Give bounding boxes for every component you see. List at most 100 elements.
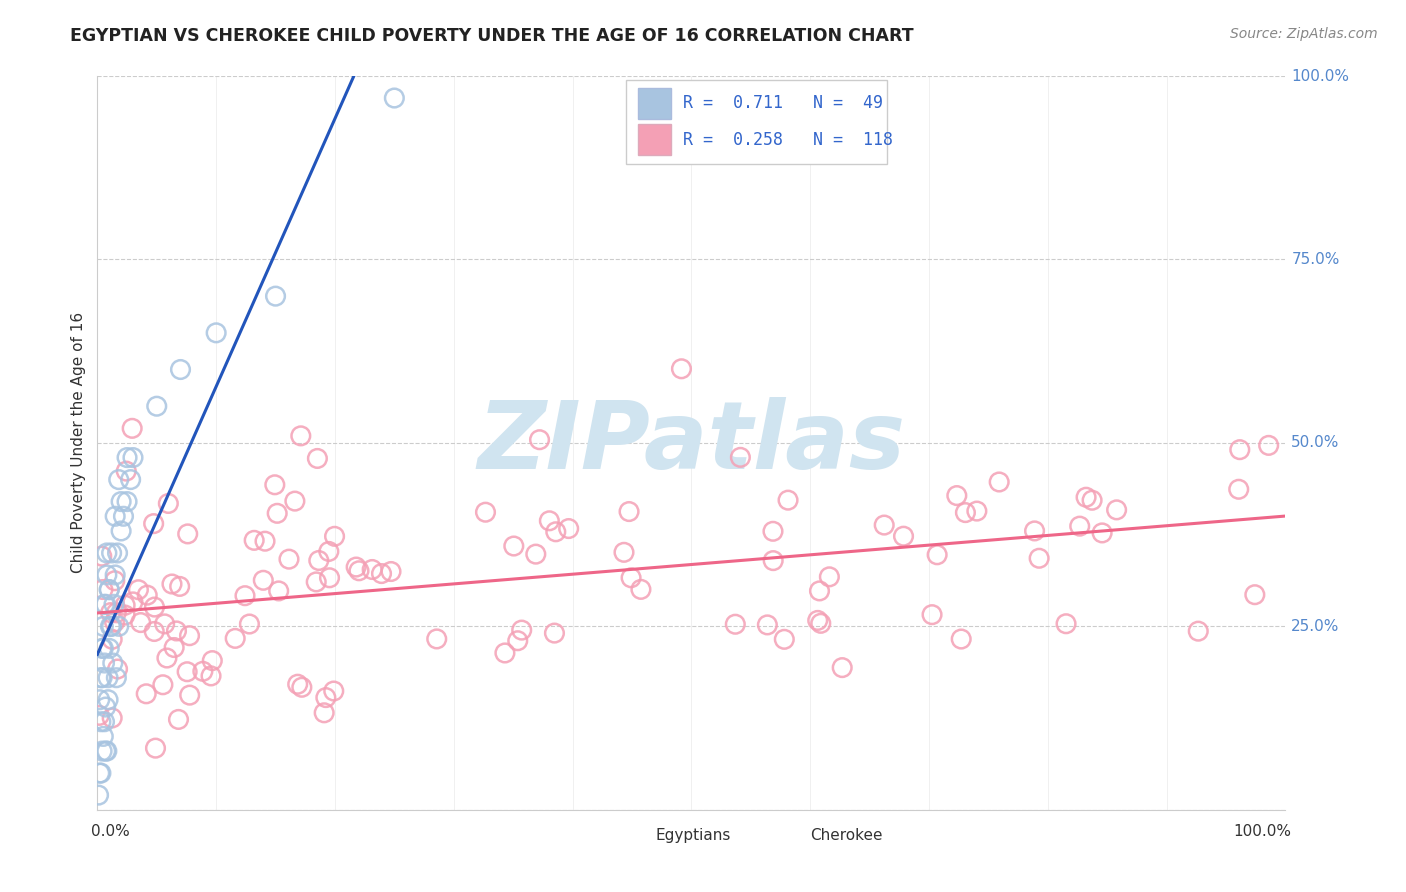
Point: [129, 615, 152, 630]
Point: [200, 669, 222, 683]
FancyBboxPatch shape: [775, 824, 800, 847]
Point: [1081, 493, 1104, 508]
Point: [157, 496, 180, 510]
Point: [136, 588, 159, 602]
Point: [529, 433, 551, 447]
Point: [98, 641, 121, 656]
Point: [893, 529, 915, 543]
Point: [97, 692, 120, 706]
Point: [380, 565, 402, 579]
Point: [1028, 551, 1050, 566]
Point: [314, 706, 336, 720]
Point: [205, 326, 228, 340]
Point: [287, 677, 309, 691]
Point: [988, 475, 1011, 489]
Point: [91, 641, 114, 656]
Point: [730, 450, 752, 465]
Point: [524, 547, 547, 561]
Point: [89, 708, 111, 723]
Point: [163, 640, 186, 655]
Point: [107, 662, 129, 676]
Point: [179, 629, 201, 643]
Point: [142, 516, 165, 531]
Point: [107, 619, 129, 633]
Point: [100, 619, 122, 633]
Point: [90, 766, 112, 780]
Text: ZIPatlas: ZIPatlas: [477, 397, 905, 489]
Text: 100.0%: 100.0%: [1291, 69, 1350, 84]
Point: [127, 582, 149, 597]
Point: [122, 595, 145, 609]
Point: [105, 606, 128, 620]
Text: 100.0%: 100.0%: [1233, 824, 1291, 839]
Point: [494, 646, 516, 660]
Point: [201, 654, 224, 668]
Point: [756, 618, 779, 632]
Point: [1187, 624, 1209, 639]
Point: [145, 741, 167, 756]
Point: [191, 665, 214, 679]
Point: [94, 597, 117, 611]
Point: [97, 671, 120, 685]
Point: [1074, 490, 1097, 504]
Point: [1069, 519, 1091, 533]
FancyBboxPatch shape: [638, 87, 671, 119]
Point: [96, 744, 118, 758]
Point: [96, 546, 118, 560]
Point: [617, 505, 640, 519]
Point: [176, 665, 198, 679]
Point: [105, 671, 128, 685]
FancyBboxPatch shape: [626, 79, 887, 164]
Point: [762, 524, 785, 539]
Point: [818, 570, 841, 584]
Point: [1054, 616, 1077, 631]
Point: [955, 506, 977, 520]
Text: 25.0%: 25.0%: [1291, 619, 1340, 634]
Point: [1024, 524, 1046, 538]
Point: [94, 744, 117, 758]
Point: [370, 566, 392, 581]
Point: [1105, 503, 1128, 517]
Point: [91, 730, 114, 744]
Text: 0.0%: 0.0%: [91, 824, 131, 839]
Point: [1229, 442, 1251, 457]
Point: [143, 600, 166, 615]
Point: [318, 571, 340, 585]
Point: [344, 560, 367, 574]
Point: [538, 514, 561, 528]
Point: [233, 589, 256, 603]
Point: [166, 624, 188, 638]
Point: [91, 671, 114, 685]
Point: [1227, 483, 1250, 497]
Point: [307, 451, 329, 466]
Point: [115, 494, 138, 508]
Point: [266, 506, 288, 520]
Point: [89, 692, 111, 706]
Point: [91, 582, 114, 597]
Point: [100, 606, 122, 620]
Point: [91, 641, 114, 656]
Point: [121, 421, 143, 435]
Point: [93, 656, 115, 670]
Point: [94, 700, 117, 714]
Point: [290, 429, 312, 443]
Point: [263, 477, 285, 491]
Point: [946, 489, 969, 503]
Point: [305, 574, 328, 589]
Y-axis label: Child Poverty Under the Age of 16: Child Poverty Under the Age of 16: [72, 312, 86, 574]
Point: [318, 544, 340, 558]
Point: [873, 518, 896, 533]
Point: [1091, 525, 1114, 540]
Point: [122, 450, 145, 465]
Point: [103, 597, 125, 611]
Point: [510, 623, 533, 637]
Text: 75.0%: 75.0%: [1291, 252, 1340, 267]
Point: [169, 579, 191, 593]
Point: [291, 680, 314, 694]
Point: [100, 546, 122, 560]
Point: [613, 545, 636, 559]
Point: [252, 574, 274, 588]
Point: [671, 361, 693, 376]
Text: R =  0.258   N =  118: R = 0.258 N = 118: [683, 131, 893, 149]
Point: [90, 671, 112, 685]
